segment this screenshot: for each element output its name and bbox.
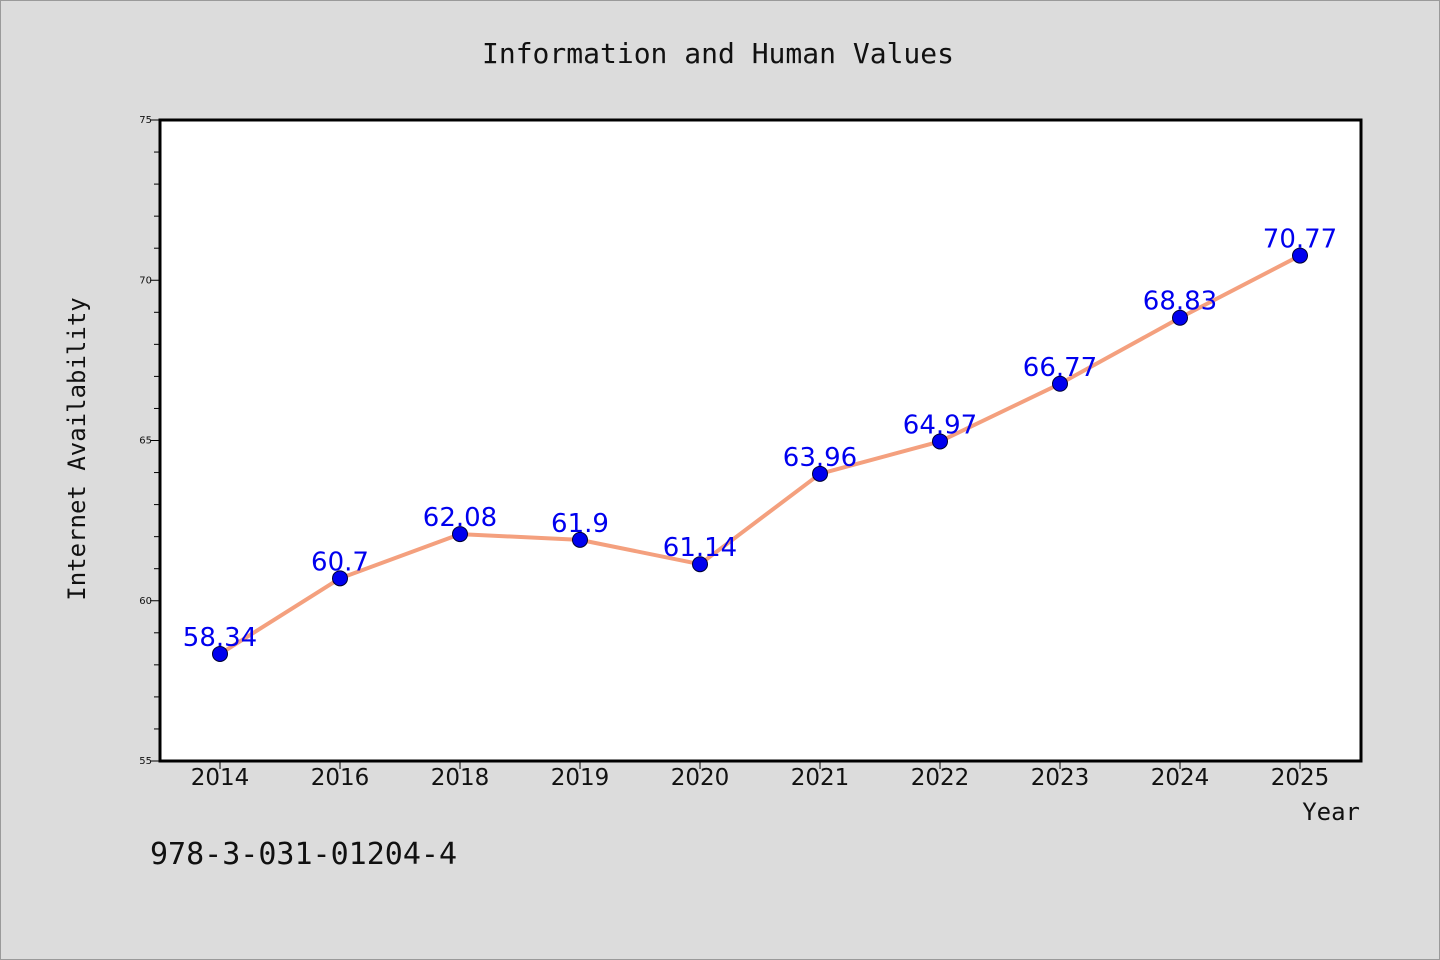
series-group: 58.34 60.7 62.08 61.9 61.14 63.96 64.97 66.77 68… (183, 225, 1337, 662)
x-tick-label: 2020 (671, 765, 730, 791)
y-tick-label: 65 (139, 436, 152, 447)
data-point (1172, 309, 1188, 326)
series-line (218, 253, 1302, 656)
x-tick-label: 2024 (1151, 765, 1210, 791)
data-point (932, 433, 948, 450)
data-label: 58.34 (183, 623, 257, 653)
data-label: 63.96 (783, 443, 857, 473)
data-point (452, 526, 468, 543)
data-point (212, 645, 228, 662)
x-tick-label: 2018 (431, 765, 490, 791)
data-label: 61.9 (551, 509, 609, 539)
x-tick-label: 2014 (191, 765, 250, 791)
x-axis: 2014 2016 2018 2019 2020 2021 2022 2023 2024 2025 (191, 761, 1330, 791)
x-tick-label: 2021 (791, 765, 850, 791)
data-point (1052, 375, 1068, 392)
y-tick-label: 55 (139, 756, 152, 767)
chart-title: Information and Human Values (482, 37, 954, 70)
data-point (692, 556, 708, 573)
isbn-footer: 978-3-031-01204-4 (150, 837, 457, 872)
data-point (332, 570, 348, 587)
data-point (812, 465, 828, 482)
data-point (572, 531, 588, 548)
data-label: 61.14 (663, 533, 737, 563)
y-axis: 55 60 65 70 75 (139, 115, 160, 767)
y-tick-label: 75 (139, 115, 152, 126)
data-point (1292, 247, 1308, 264)
x-tick-label: 2022 (911, 765, 970, 791)
data-label: 64.97 (903, 410, 977, 440)
x-axis-label: Year (1302, 798, 1360, 826)
data-label: 68.83 (1143, 287, 1217, 317)
y-axis-label: Internet Availability (63, 297, 91, 600)
x-tick-label: 2019 (551, 765, 610, 791)
data-label: 60.7 (311, 547, 369, 577)
x-tick-label: 2016 (311, 765, 370, 791)
y-tick-label: 60 (139, 596, 152, 607)
x-tick-label: 2025 (1271, 765, 1330, 791)
plot-area (158, 118, 1363, 763)
y-tick-label: 70 (139, 275, 152, 286)
x-tick-label: 2023 (1031, 765, 1090, 791)
data-label: 70.77 (1263, 225, 1337, 255)
data-label: 66.77 (1023, 353, 1097, 383)
data-label: 62.08 (423, 503, 497, 533)
